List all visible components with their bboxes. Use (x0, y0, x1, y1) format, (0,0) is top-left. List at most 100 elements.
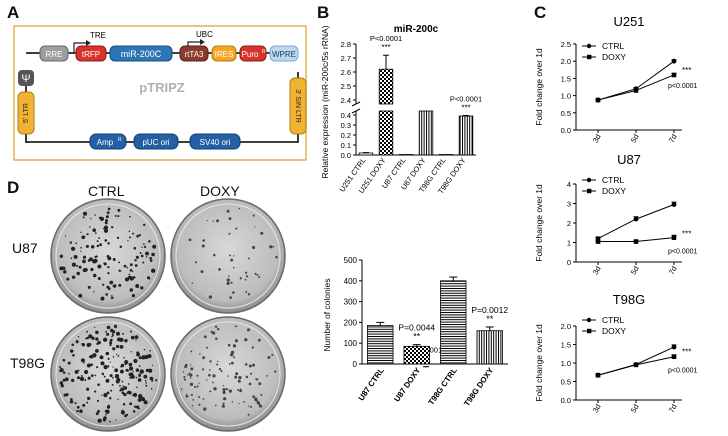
colony-dot (196, 374, 199, 377)
colony-dot (96, 342, 99, 346)
bar (378, 68, 394, 105)
colony-dot (216, 327, 220, 331)
backbone-puc-ori-label: pUC ori (142, 138, 169, 147)
colony-dot (194, 385, 197, 389)
bar-group (378, 54, 394, 156)
colony-dot (129, 269, 133, 272)
colony-dot (229, 296, 232, 299)
colony-dot (234, 325, 237, 328)
axis-break-mark (351, 108, 361, 114)
colony-dot (92, 353, 97, 358)
colony-dot (183, 375, 186, 378)
colony-dot (68, 372, 70, 375)
colony-dot (151, 379, 154, 382)
y-tick-label: 2.5 (561, 40, 571, 49)
colony-dot (208, 295, 213, 299)
colony-dot (239, 389, 243, 393)
colony-dot (62, 371, 66, 374)
colony-dot (100, 361, 105, 366)
colony-dot (191, 404, 194, 407)
colony-dot (184, 378, 187, 381)
colony-dot (103, 393, 108, 398)
colony-dot (140, 369, 142, 371)
colony-dot (249, 372, 253, 375)
colony-dot (148, 240, 151, 243)
colony-dot (102, 283, 105, 286)
colony-dot (120, 387, 124, 392)
colony-dot (62, 358, 66, 362)
y-tick-label: 100 (344, 339, 358, 348)
colony-dot (107, 357, 110, 360)
colony-dot (131, 394, 134, 397)
colony-dot (143, 245, 147, 249)
significance-stars: *** (461, 104, 470, 113)
colony-dot (82, 259, 86, 264)
colony-dot (85, 337, 87, 340)
colony-dot (98, 237, 101, 239)
bar (378, 110, 394, 156)
colony-dot (252, 395, 256, 399)
plate-dish (170, 198, 286, 314)
y-tick-label: 1.5 (561, 341, 571, 350)
colony-dot (82, 403, 86, 407)
plate-col-label-doxy: DOXY (200, 183, 240, 199)
plate-u87-doxy (170, 198, 286, 314)
colony-dot (80, 246, 82, 249)
plate-row-label-t98g: T98G (10, 355, 46, 371)
colony-dot (121, 391, 125, 395)
colony-dot (114, 374, 120, 379)
colony-dot (112, 258, 116, 261)
colony-dot (245, 290, 248, 293)
plate-dish (50, 316, 166, 432)
bar (367, 325, 394, 365)
colony-dot (231, 401, 234, 403)
colony-dot (106, 285, 110, 289)
element-trfp: tRFP (75, 45, 107, 62)
colony-dot (94, 374, 97, 377)
colony-dot (74, 402, 77, 405)
data-point (633, 216, 639, 222)
colony-dot (143, 243, 145, 245)
colony-dot (222, 388, 226, 392)
x-tick-label: 5d (629, 133, 641, 145)
colony-dot (87, 376, 91, 380)
chart-growth-u87: U87 Fold change over 1d 0 1 2 3 4 3d 5d 7d CTRLDOX… (534, 152, 697, 276)
chart-growth-t98g: T98G Fold change over 1d 0.0 0.5 1.0 1.5 2.0 3d… (534, 292, 697, 415)
colony-dot (82, 216, 85, 219)
colony-dot (71, 343, 74, 347)
colony-dot (155, 379, 158, 382)
y-axis-label: Fold change over 1d (534, 184, 544, 262)
colony-dot (272, 245, 275, 248)
colony-dot (244, 278, 247, 281)
colony-dot (112, 376, 114, 379)
colony-dot (107, 365, 110, 368)
colony-dot (86, 363, 91, 368)
colony-dot (134, 259, 137, 262)
colony-dot (151, 364, 154, 366)
colony-dot (134, 264, 138, 267)
colony-dot (139, 252, 142, 254)
colony-dot (59, 254, 64, 258)
colony-dot (190, 367, 192, 370)
data-point (671, 202, 677, 207)
colony-dot (145, 384, 148, 387)
colony-dot (93, 291, 95, 293)
colony-dot (115, 326, 117, 329)
colony-dot (110, 295, 113, 297)
colony-dot (63, 266, 65, 268)
p-value-label: P=0.0012 (471, 305, 508, 315)
colony-dot (64, 377, 69, 382)
x-tick-label: 5d (629, 403, 641, 415)
colony-dot (190, 350, 193, 353)
colony-dot (71, 262, 76, 267)
colony-dot (208, 373, 211, 377)
y-tick-label: 0.2 (341, 131, 351, 140)
colony-dot (126, 266, 129, 269)
colony-dot (124, 277, 130, 282)
colony-dot (140, 286, 144, 290)
series-doxy (595, 354, 677, 378)
colony-dot (59, 367, 64, 373)
colony-dot (222, 385, 225, 387)
colony-dot (140, 254, 144, 258)
colony-dot (202, 356, 206, 360)
